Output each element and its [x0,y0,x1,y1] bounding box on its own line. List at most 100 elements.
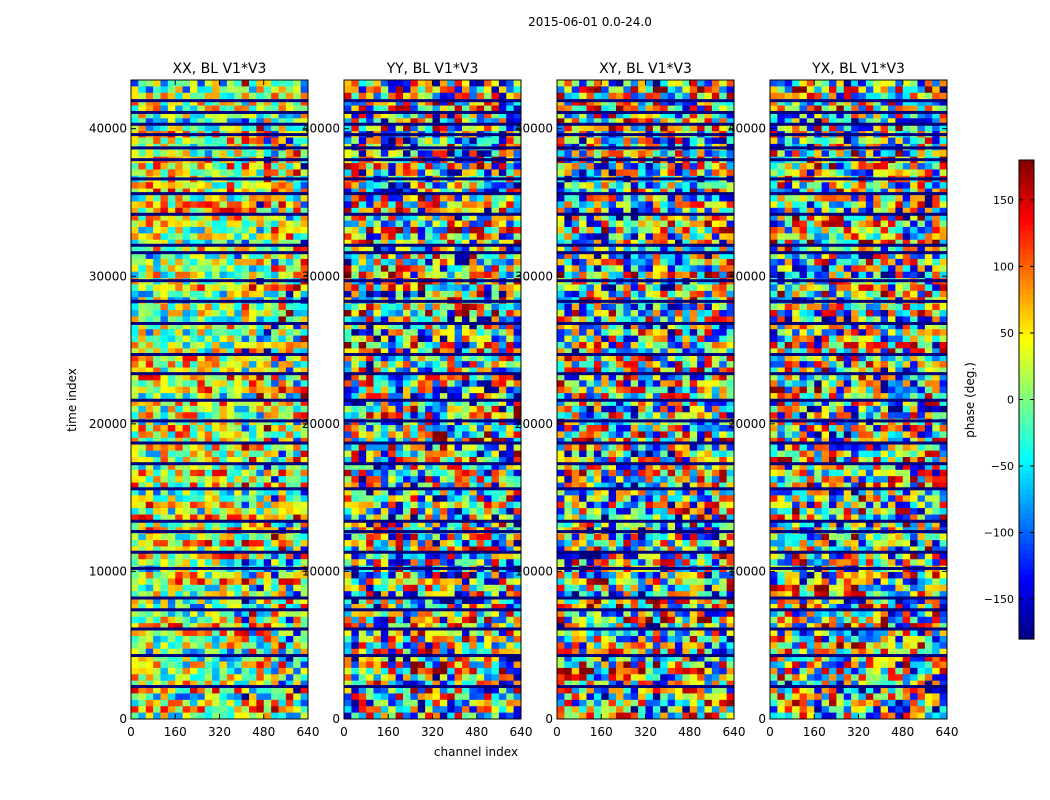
heatmap-cell [263,233,272,241]
heatmap-cell [358,572,367,579]
heatmap-cell [285,86,294,94]
heatmap-cell [285,386,294,394]
heatmap-cell [395,693,404,701]
heatmap-cell [454,111,463,119]
heatmap-cell [300,169,309,177]
heatmap-cell [351,226,360,234]
heatmap-cell [219,533,228,541]
heatmap-cell [145,655,154,662]
heatmap-cell [145,348,154,356]
heatmap-cell [145,444,154,452]
heatmap-cell [167,124,176,132]
heatmap-cell [219,373,228,381]
heatmap-cell [138,246,147,254]
heatmap-cell [498,699,507,707]
heatmap-cell [462,661,470,669]
heatmap-cell [395,290,404,298]
heatmap-cell [358,412,367,420]
heatmap-cell [256,265,265,273]
heatmap-cell [197,380,206,388]
heatmap-cell [344,195,352,202]
heatmap-cell [182,482,191,490]
heatmap-cell [234,476,243,484]
heatmap-cell [190,233,198,241]
heatmap-cell [395,450,404,458]
heatmap-cell [285,616,294,624]
heatmap-cell [197,354,206,362]
heatmap-cell [204,195,213,202]
heatmap-cell [300,111,309,119]
heatmap-cell [197,316,206,324]
heatmap-cell [366,310,375,317]
heatmap-cell [300,572,309,579]
heatmap-cell [197,508,206,516]
heatmap-cell [447,329,456,337]
heatmap-cell [212,86,221,94]
heatmap-cell [469,699,478,707]
heatmap-cell [417,201,426,209]
heatmap-cell [498,99,507,107]
heatmap-cell [182,348,191,356]
heatmap-cell [182,591,191,599]
heatmap-cell [484,699,493,707]
heatmap-cell [241,163,250,170]
heatmap-cell [197,214,206,222]
heatmap-cell [145,520,154,528]
heatmap-cell [219,354,228,362]
heatmap-cell [513,348,522,356]
heatmap-cell [241,341,250,349]
heatmap-cell [410,393,419,400]
heatmap-cell [226,214,235,222]
heatmap-cell [358,488,367,496]
dropout-row [131,177,308,181]
heatmap-cell [498,310,507,317]
dropout-row [131,192,308,196]
heatmap-cell [219,80,228,87]
heatmap-cell [380,335,389,343]
heatmap-cell [175,495,184,503]
heatmap-cell [138,265,147,273]
heatmap-cell [469,367,478,375]
heatmap-cell [403,348,411,356]
heatmap-cell [190,361,198,369]
heatmap-cell [190,469,198,477]
heatmap-cell [358,476,367,484]
heatmap-cell [469,182,478,190]
heatmap-cell [175,329,184,337]
heatmap-cell [241,712,250,720]
heatmap-cell [469,284,478,292]
heatmap-cell [344,252,352,260]
heatmap-cell [373,540,382,547]
heatmap-cell [484,335,493,343]
heatmap-cell [278,373,287,381]
heatmap-cell [160,674,169,682]
heatmap-cell [278,86,287,94]
heatmap-cell [498,92,507,100]
heatmap-cell [145,150,154,158]
heatmap-cell [160,635,169,643]
heatmap-cell [388,335,397,343]
heatmap-cell [425,386,434,394]
heatmap-cell [476,572,485,579]
heatmap-cell [293,380,302,388]
heatmap-cell [439,86,448,94]
heatmap-cell [241,111,250,119]
heatmap-cell [358,520,367,528]
x-tick-label: 160 [164,725,187,739]
heatmap-cell [557,86,565,94]
heatmap-cell [351,86,360,94]
heatmap-cell [219,316,228,324]
heatmap-cell [190,674,198,682]
heatmap-cell [351,712,360,720]
heatmap-cell [380,265,389,273]
heatmap-cell [197,469,206,477]
heatmap-cell [623,92,632,100]
heatmap-cell [145,86,154,94]
heatmap-cell [491,239,500,247]
heatmap-cell [226,169,235,177]
heatmap-cell [476,706,485,714]
heatmap-cell [417,373,426,381]
heatmap-cell [226,322,235,330]
heatmap-cell [131,412,139,420]
heatmap-cell [417,610,426,618]
